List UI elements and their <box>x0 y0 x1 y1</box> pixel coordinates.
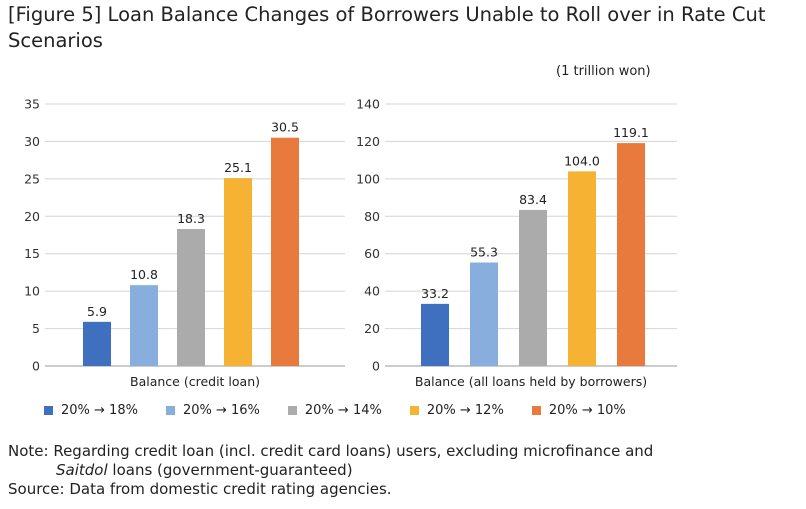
y-tick-label: 140 <box>356 97 380 112</box>
y-tick-label: 120 <box>356 134 380 149</box>
data-label: 30.5 <box>271 120 299 135</box>
data-label: 119.1 <box>613 125 649 140</box>
y-tick-label: 35 <box>24 97 40 112</box>
data-label: 33.2 <box>421 286 449 301</box>
legend-item-1: 20% → 18% <box>44 403 138 418</box>
y-tick-label: 25 <box>24 171 40 186</box>
charts-canvas: 0 5 10 15 20 25 30 35 5.9 10.8 18.3 25.1 30.5 Balance… <box>24 97 677 389</box>
note-line-2-rest: loans (government-guaranteed) <box>107 461 353 479</box>
y-tick-label: 60 <box>364 246 380 261</box>
legend-item-3: 20% → 14% <box>287 403 382 418</box>
bar-2-1 <box>421 303 449 366</box>
y-tick-label: 20 <box>364 321 380 336</box>
y-tick-label: 0 <box>372 359 380 374</box>
notes: Note: Regarding credit loan (incl. credi… <box>8 442 653 499</box>
x-axis-label: Balance (credit loan) <box>130 374 260 389</box>
legend-item-5: 20% → 10% <box>531 403 626 418</box>
source-line: Source: Data from domestic credit rating… <box>8 480 392 498</box>
data-label: 104.0 <box>564 153 600 168</box>
y-tick-label: 15 <box>24 246 40 261</box>
data-label: 18.3 <box>177 211 205 226</box>
bar-1-1 <box>83 321 111 366</box>
note-line-2: Saitdol loans (government-guaranteed) <box>8 461 653 480</box>
legend-label: 20% → 16% <box>182 403 260 418</box>
legend-label: 20% → 18% <box>61 403 138 418</box>
y-tick-label: 5 <box>32 321 40 336</box>
y-tick-label: 10 <box>24 284 40 299</box>
data-label: 10.8 <box>130 267 158 282</box>
y-tick-label: 0 <box>32 359 40 374</box>
bar-1-3 <box>177 229 205 366</box>
bar-2-3 <box>519 209 547 366</box>
data-label: 55.3 <box>470 245 498 260</box>
y-tick-label: 30 <box>24 134 40 149</box>
data-label: 25.1 <box>224 160 252 175</box>
legend-swatch <box>287 406 297 415</box>
bar-1-2 <box>130 285 158 366</box>
legend: 20% → 18% 20% → 16% 20% → 14% 20% → 12% 20% … <box>44 403 654 418</box>
unit-label: (1 trillion won) <box>556 64 651 79</box>
legend-swatch <box>409 406 419 415</box>
legend-label: 20% → 10% <box>548 403 626 418</box>
bar-2-2 <box>470 262 498 366</box>
legend-label: 20% → 14% <box>304 403 382 418</box>
data-label: 83.4 <box>519 192 547 207</box>
x-axis-label: Balance (all loans held by borrowers) <box>415 374 647 389</box>
y-tick-label: 80 <box>364 209 380 224</box>
bar-1-5 <box>271 137 299 366</box>
data-label: 5.9 <box>87 304 107 319</box>
legend-label: 20% → 12% <box>426 403 504 418</box>
legend-swatch <box>165 406 175 415</box>
legend-item-2: 20% → 16% <box>165 403 260 418</box>
y-tick-label: 40 <box>364 284 380 299</box>
bar-1-4 <box>224 178 252 366</box>
bar-2-5 <box>617 143 645 366</box>
note-italic-term: Saitdol <box>56 461 108 479</box>
y-tick-label: 20 <box>24 209 40 224</box>
y-tick-label: 100 <box>356 171 380 186</box>
note-line-1: Note: Regarding credit loan (incl. credi… <box>8 442 654 460</box>
legend-swatch <box>44 406 53 415</box>
legend-item-4: 20% → 12% <box>409 403 504 418</box>
bar-2-4 <box>568 171 596 366</box>
figure-title: [Figure 5] Loan Balance Changes of Borro… <box>8 3 766 52</box>
legend-swatch <box>531 406 541 415</box>
